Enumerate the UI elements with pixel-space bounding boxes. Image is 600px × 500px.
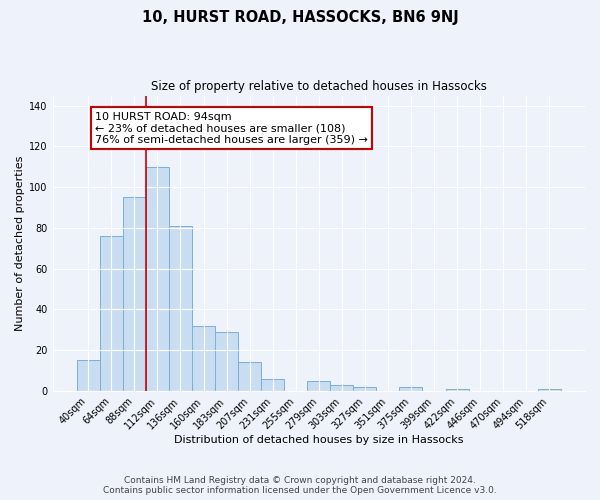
Bar [307, 381, 330, 391]
Bar [169, 226, 192, 391]
Bar [261, 378, 284, 391]
Bar [123, 198, 146, 391]
Bar [192, 326, 215, 391]
Bar [100, 236, 123, 391]
Bar [400, 387, 422, 391]
Text: Contains HM Land Registry data © Crown copyright and database right 2024.
Contai: Contains HM Land Registry data © Crown c… [103, 476, 497, 495]
Bar [215, 332, 238, 391]
X-axis label: Distribution of detached houses by size in Hassocks: Distribution of detached houses by size … [174, 435, 464, 445]
Bar [146, 167, 169, 391]
Bar [77, 360, 100, 391]
Bar [330, 385, 353, 391]
Y-axis label: Number of detached properties: Number of detached properties [15, 156, 25, 331]
Bar [446, 389, 469, 391]
Bar [353, 387, 376, 391]
Bar [238, 362, 261, 391]
Bar [538, 389, 561, 391]
Title: Size of property relative to detached houses in Hassocks: Size of property relative to detached ho… [151, 80, 487, 93]
Text: 10 HURST ROAD: 94sqm
← 23% of detached houses are smaller (108)
76% of semi-deta: 10 HURST ROAD: 94sqm ← 23% of detached h… [95, 112, 368, 145]
Text: 10, HURST ROAD, HASSOCKS, BN6 9NJ: 10, HURST ROAD, HASSOCKS, BN6 9NJ [142, 10, 458, 25]
